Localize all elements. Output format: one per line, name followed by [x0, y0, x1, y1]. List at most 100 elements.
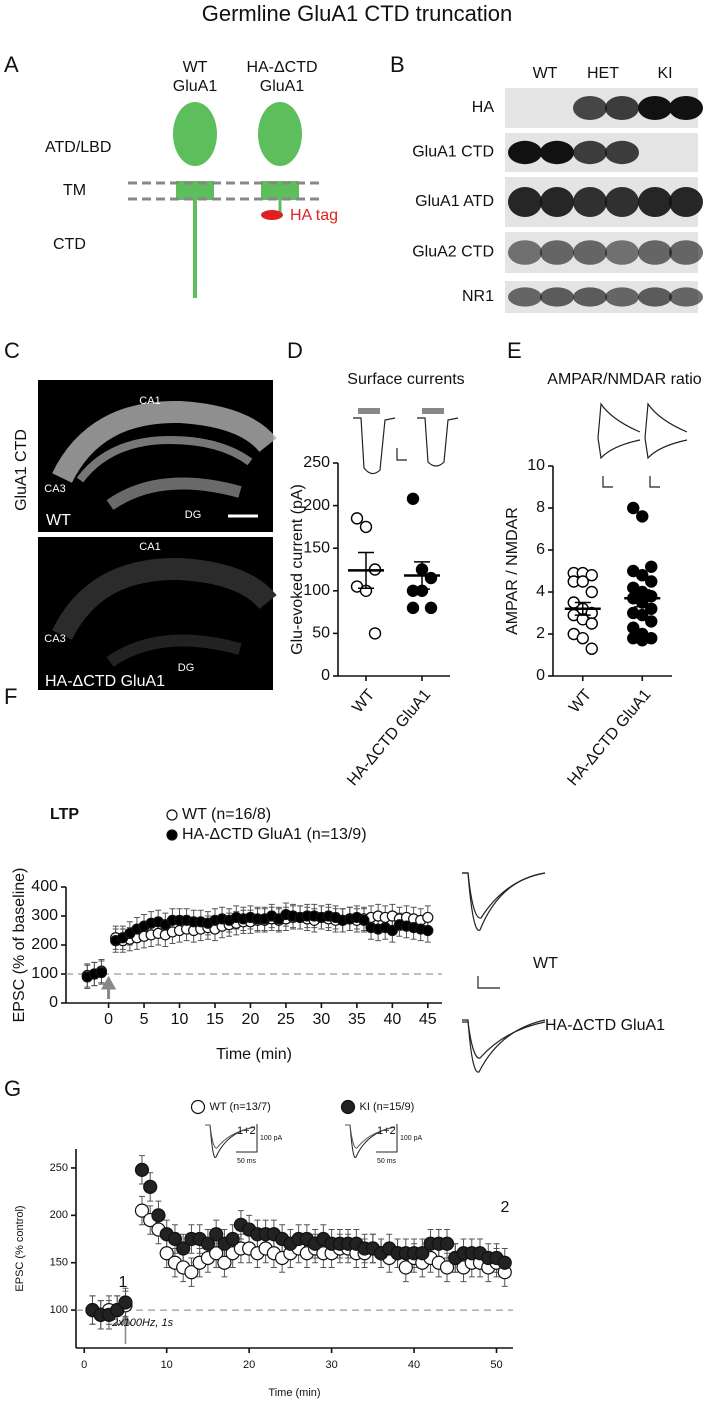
- application-bar: [422, 408, 444, 414]
- data-point: [424, 571, 438, 585]
- band: [573, 187, 607, 217]
- inset-trace: [205, 1124, 256, 1159]
- scale-bar: [376, 1124, 398, 1153]
- band: [508, 287, 542, 307]
- legend-marker: [190, 1099, 206, 1115]
- scale-label: 50 ms: [377, 1158, 397, 1165]
- data-point: [585, 569, 598, 582]
- y-tick-label: 150: [303, 539, 330, 556]
- genotype-label: WT: [46, 512, 71, 529]
- annotation: 2: [501, 1199, 510, 1216]
- inset-trace: [345, 1124, 396, 1159]
- x-tick-label: 20: [243, 1359, 255, 1371]
- data-point: [200, 1236, 216, 1251]
- x-tick-label: WT: [349, 686, 378, 716]
- data-point: [415, 1246, 430, 1261]
- legend-label: WT (n=16/8): [182, 806, 271, 823]
- error-bar: [574, 601, 591, 616]
- band: [573, 287, 607, 307]
- row-label: GluA1 CTD: [412, 144, 494, 161]
- data-point: [585, 642, 598, 655]
- data-point: [225, 1231, 240, 1247]
- data-point: [636, 569, 649, 582]
- band: [540, 240, 574, 265]
- data-point: [585, 617, 598, 630]
- data-point: [636, 510, 649, 523]
- stain-label: GluA1 CTD: [13, 429, 30, 511]
- data-point: [217, 1255, 232, 1270]
- trace: [417, 417, 459, 467]
- data-point: [422, 911, 434, 924]
- scale-label: 100 pA: [400, 1135, 423, 1142]
- band: [540, 287, 574, 307]
- band: [638, 287, 672, 307]
- y-tick-label: 200: [50, 1209, 68, 1221]
- y-tick-label: 2: [536, 625, 545, 642]
- panel-label: D: [287, 338, 303, 363]
- y-tick-label: 0: [49, 994, 58, 1011]
- domain-label: CTD: [53, 236, 86, 253]
- tissue: [52, 557, 277, 641]
- band: [508, 187, 542, 217]
- data-point: [645, 575, 658, 588]
- x-tick-label: 0: [81, 1359, 87, 1371]
- trace: [462, 1019, 546, 1073]
- y-tick-label: 10: [527, 457, 545, 474]
- trace-label: HA-ΔCTD GluA1: [545, 1017, 665, 1034]
- example-traces: [353, 402, 688, 1073]
- data-point: [406, 492, 420, 505]
- panel-label: G: [4, 1076, 21, 1101]
- row-label: GluA1 ATD: [415, 193, 494, 210]
- trace: [644, 437, 688, 460]
- receptor-domain: [258, 102, 302, 166]
- scale-label: 100 pA: [260, 1135, 283, 1142]
- row-label: HA: [472, 99, 495, 116]
- panel-label: B: [390, 52, 405, 77]
- data-point: [439, 1236, 455, 1251]
- construct-protein: GluA1: [173, 78, 218, 95]
- band: [508, 240, 542, 265]
- y-axis-label: Glu-evoked current (pA): [289, 484, 306, 655]
- data-point: [627, 501, 640, 515]
- data-point: [386, 924, 398, 937]
- data-point: [134, 1203, 150, 1218]
- row-label: GluA2 CTD: [412, 244, 494, 261]
- y-axis-label: EPSC (% of baseline): [11, 868, 28, 1023]
- y-tick-label: 400: [31, 878, 58, 895]
- tissue: [52, 400, 277, 484]
- x-tick-label: 40: [383, 1011, 401, 1028]
- band: [669, 187, 703, 217]
- x-tick-label: 5: [140, 1011, 149, 1028]
- trace: [462, 872, 546, 919]
- construct-name: HA-ΔCTD: [246, 59, 317, 76]
- tag-label: HA tag: [290, 207, 338, 224]
- y-tick-label: 150: [50, 1257, 68, 1269]
- data-point: [184, 1265, 199, 1280]
- scale-bar: [477, 976, 500, 989]
- x-tick-label: 40: [408, 1359, 420, 1371]
- y-tick-label: 250: [50, 1162, 68, 1174]
- error-bar: [634, 589, 651, 608]
- legend-marker: [166, 809, 178, 821]
- band: [573, 240, 607, 265]
- legend-label: KI (n=15/9): [360, 1101, 415, 1113]
- x-tick-label: 45: [419, 1011, 437, 1028]
- data-point: [585, 585, 598, 599]
- y-tick-label: 0: [536, 667, 545, 684]
- lane-label: WT: [533, 65, 558, 82]
- band: [605, 187, 639, 217]
- y-tick-label: 100: [50, 1304, 68, 1316]
- annotation: 1: [119, 1274, 128, 1291]
- legend-marker: [340, 1099, 356, 1115]
- x-tick-label: 10: [161, 1359, 173, 1371]
- trace: [597, 437, 641, 460]
- chart-title: LTP: [50, 806, 79, 823]
- data-point: [636, 634, 649, 647]
- y-tick-label: 8: [536, 499, 545, 516]
- error-bar: [414, 561, 430, 590]
- inset-label: 1+2: [377, 1125, 396, 1137]
- y-tick-label: 200: [31, 936, 58, 953]
- stimulus-arrow: [101, 975, 117, 999]
- data-point: [368, 627, 382, 640]
- trace: [462, 1021, 546, 1059]
